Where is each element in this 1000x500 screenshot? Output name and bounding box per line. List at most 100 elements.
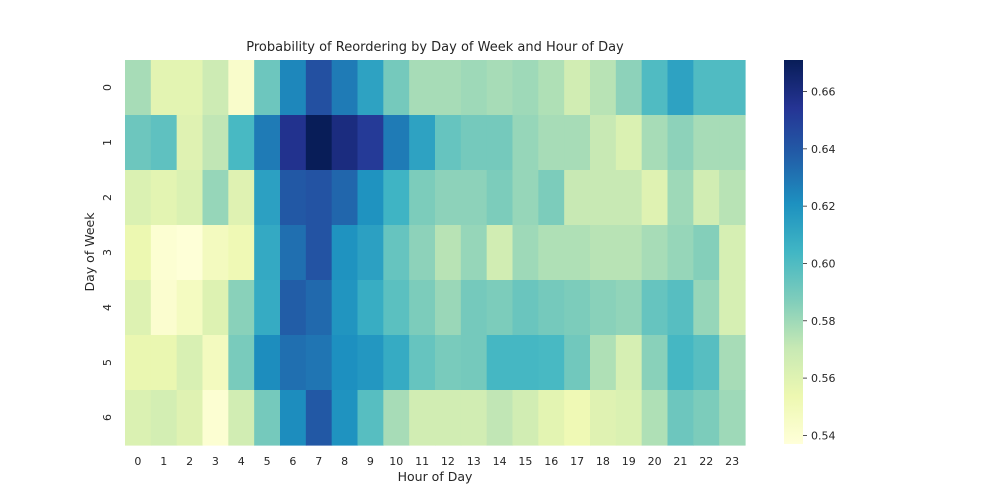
heatmap-cell (383, 335, 410, 391)
heatmap-cell (641, 60, 669, 116)
heatmap-cell (693, 60, 720, 116)
heatmap-cell (460, 280, 488, 336)
heatmap-cell (693, 280, 720, 336)
y-tick-label: 5 (101, 359, 114, 366)
heatmap-cell (228, 225, 255, 281)
heatmap-cell (590, 170, 617, 226)
x-tick-label: 7 (315, 455, 322, 468)
heatmap-cell (305, 115, 333, 171)
chart-title: Probability of Reordering by Day of Week… (246, 40, 624, 55)
heatmap-cell (150, 115, 178, 171)
heatmap-cell (512, 390, 539, 446)
heatmap-cell (538, 170, 565, 226)
heatmap-cell (409, 60, 436, 116)
heatmap-cell (667, 225, 694, 281)
heatmap-cell (150, 280, 178, 336)
heatmap-cell (667, 115, 694, 171)
heatmap-cell (409, 390, 436, 446)
heatmap-cell (512, 170, 539, 226)
heatmap-cell (202, 225, 229, 281)
heatmap-cell (383, 115, 410, 171)
heatmap-cell (564, 170, 591, 226)
heatmap-cell (305, 390, 333, 446)
heatmap-cell (538, 390, 565, 446)
heatmap-cell (641, 335, 669, 391)
heatmap-cell (615, 280, 643, 336)
heatmap-cell (486, 225, 514, 281)
x-tick-label: 18 (596, 455, 610, 468)
heatmap-cell (254, 390, 281, 446)
heatmap-cell (667, 170, 694, 226)
heatmap-cell (486, 335, 514, 391)
heatmap-cell (150, 60, 178, 116)
heatmap-cell (383, 280, 410, 336)
x-tick-label: 9 (367, 455, 374, 468)
y-tick-label: 4 (101, 304, 114, 311)
heatmap-cell (512, 335, 539, 391)
heatmap-cell (254, 60, 281, 116)
heatmap-cell (357, 60, 384, 116)
colorbar-tick-label: 0.66 (811, 86, 836, 99)
heatmap-cell (538, 60, 565, 116)
heatmap-cell (228, 60, 255, 116)
heatmap-cell (538, 280, 565, 336)
heatmap-cell (435, 115, 462, 171)
heatmap-cell (693, 390, 720, 446)
heatmap-cell (176, 390, 204, 446)
heatmap-cell (564, 335, 591, 391)
heatmap-cell (125, 60, 152, 116)
heatmap-cell (460, 115, 488, 171)
heatmap-cell (719, 280, 746, 336)
y-tick-label: 6 (101, 414, 114, 421)
heatmap-cell (357, 335, 384, 391)
heatmap-cell (280, 280, 307, 336)
x-axis-ticks: 0 1 2 3 4 5 6 7 8 9 10 11 12 13 14 15 16 17 18 19 20 21 22 23 (134, 455, 739, 468)
heatmap-cell (435, 60, 462, 116)
colorbar-tick-label: 0.56 (811, 372, 836, 385)
x-tick-label: 21 (673, 455, 687, 468)
heatmap-cell (331, 280, 359, 336)
heatmap-cell (305, 225, 333, 281)
heatmap-cell (202, 390, 229, 446)
heatmap-cell (176, 115, 204, 171)
heatmap-cell (280, 390, 307, 446)
heatmap-cell (564, 225, 591, 281)
x-tick-label: 13 (467, 455, 481, 468)
heatmap-cell (125, 225, 152, 281)
heatmap-cell (641, 115, 669, 171)
heatmap-cell (357, 390, 384, 446)
heatmap-cell (693, 170, 720, 226)
heatmap-cell (667, 335, 694, 391)
heatmap-cell (125, 170, 152, 226)
x-tick-label: 15 (518, 455, 532, 468)
heatmap-cell (150, 335, 178, 391)
heatmap-cell (202, 280, 229, 336)
y-axis-label: Day of Week (82, 212, 97, 292)
heatmap-cell (486, 115, 514, 171)
x-tick-label: 11 (415, 455, 429, 468)
heatmap-cell (641, 280, 669, 336)
x-tick-label: 0 (134, 455, 141, 468)
heatmap-cell (615, 390, 643, 446)
heatmap-cell (538, 115, 565, 171)
heatmap-cell (176, 170, 204, 226)
colorbar-tick-label: 0.62 (811, 200, 836, 213)
heatmap-cell (719, 225, 746, 281)
heatmap-cell (202, 170, 229, 226)
heatmap-cell (512, 225, 539, 281)
heatmap-cell (357, 280, 384, 336)
x-tick-label: 1 (160, 455, 167, 468)
heatmap-cell (590, 390, 617, 446)
y-tick-label: 2 (101, 194, 114, 201)
heatmap-cell (254, 115, 281, 171)
heatmap-cell (719, 390, 746, 446)
heatmap-cell (435, 280, 462, 336)
heatmap-cell (641, 170, 669, 226)
heatmap-cell (228, 170, 255, 226)
y-tick-label: 1 (101, 139, 114, 146)
heatmap-cell (409, 170, 436, 226)
heatmap-cell (331, 390, 359, 446)
heatmap-cell (590, 60, 617, 116)
heatmap-cell (383, 60, 410, 116)
